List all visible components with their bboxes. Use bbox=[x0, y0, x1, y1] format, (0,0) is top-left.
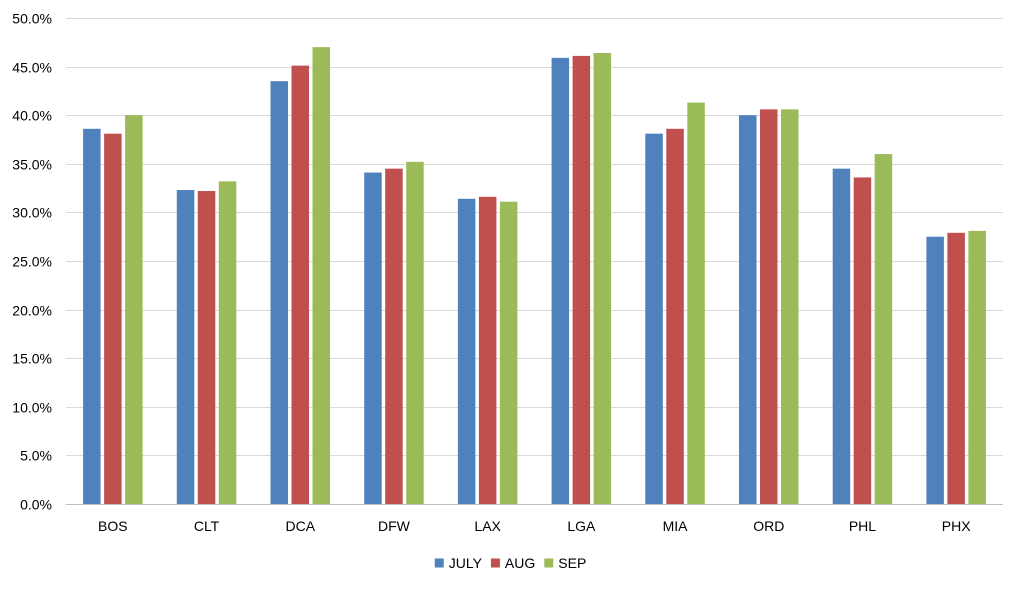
x-tick-label: ORD bbox=[753, 518, 784, 534]
bar-aug-dca bbox=[291, 65, 309, 504]
bar-aug-mia bbox=[666, 128, 684, 504]
bar-aug-ord bbox=[760, 109, 778, 505]
bar-sep-clt bbox=[218, 181, 237, 505]
x-tick-label: LGA bbox=[567, 518, 596, 534]
legend-item-aug: AUG bbox=[490, 555, 535, 571]
bar-july-phl bbox=[832, 168, 851, 504]
bar-july-lga bbox=[551, 57, 570, 504]
bar-july-bos bbox=[83, 128, 101, 504]
bar-sep-dfw bbox=[406, 161, 424, 505]
legend-swatch bbox=[544, 558, 554, 568]
x-tick-label: BOS bbox=[98, 518, 128, 534]
bar-sep-mia bbox=[687, 102, 705, 504]
bar-sep-phx bbox=[968, 230, 986, 504]
x-tick-label: PHL bbox=[849, 518, 876, 534]
bar-aug-bos bbox=[104, 133, 122, 505]
bar-aug-dfw bbox=[385, 168, 403, 504]
y-axis-tick-labels: 0.0% 5.0% 10.0% 15.0% 20.0% 25.0% 30.0% 35.0% 40… bbox=[12, 11, 52, 513]
y-tick-label: 15.0% bbox=[12, 351, 52, 367]
bar-july-dfw bbox=[364, 172, 382, 505]
x-tick-label: DFW bbox=[378, 518, 411, 534]
bars bbox=[83, 47, 986, 505]
legend-item-july: JULY bbox=[434, 555, 483, 571]
bar-sep-phl bbox=[874, 154, 893, 504]
legend-label: JULY bbox=[449, 555, 483, 571]
bar-aug-lax bbox=[478, 196, 497, 504]
bar-july-lax bbox=[457, 198, 476, 505]
legend: JULY AUG SEP bbox=[434, 555, 586, 571]
y-tick-label: 5.0% bbox=[20, 448, 52, 464]
x-tick-label: CLT bbox=[194, 518, 220, 534]
bar-sep-lax bbox=[499, 201, 518, 504]
bar-sep-bos bbox=[125, 115, 143, 504]
y-tick-label: 20.0% bbox=[12, 303, 52, 319]
legend-label: AUG bbox=[505, 555, 535, 571]
x-tick-label: MIA bbox=[663, 518, 689, 534]
bar-july-dca bbox=[270, 81, 288, 505]
bar-july-phx bbox=[926, 236, 944, 504]
y-tick-label: 40.0% bbox=[12, 108, 52, 124]
x-tick-label: PHX bbox=[942, 518, 971, 534]
y-tick-label: 0.0% bbox=[20, 497, 52, 513]
y-tick-label: 45.0% bbox=[12, 60, 52, 76]
y-tick-label: 25.0% bbox=[12, 254, 52, 270]
x-tick-label: DCA bbox=[285, 518, 315, 534]
bar-aug-phx bbox=[947, 232, 965, 504]
y-tick-label: 50.0% bbox=[12, 11, 52, 27]
bar-aug-lga bbox=[572, 55, 591, 504]
bar-july-mia bbox=[645, 133, 663, 505]
bar-sep-dca bbox=[312, 47, 330, 504]
legend-swatch bbox=[434, 558, 444, 568]
x-axis-tick-labels: BOS CLT DCA DFW LAX LGA MIA ORD PHL PHX bbox=[98, 518, 971, 534]
x-tick-label: LAX bbox=[474, 518, 501, 534]
legend-swatch bbox=[490, 558, 500, 568]
bar-july-ord bbox=[739, 115, 757, 504]
legend-label: SEP bbox=[558, 555, 586, 571]
y-tick-label: 35.0% bbox=[12, 157, 52, 173]
y-tick-label: 30.0% bbox=[12, 205, 52, 221]
bar-aug-clt bbox=[197, 191, 216, 504]
bar-sep-lga bbox=[593, 52, 612, 505]
bar-aug-phl bbox=[853, 177, 872, 504]
bar-sep-ord bbox=[781, 109, 799, 505]
legend-item-sep: SEP bbox=[544, 555, 586, 571]
y-tick-label: 10.0% bbox=[12, 400, 52, 416]
bar-july-clt bbox=[176, 190, 195, 505]
